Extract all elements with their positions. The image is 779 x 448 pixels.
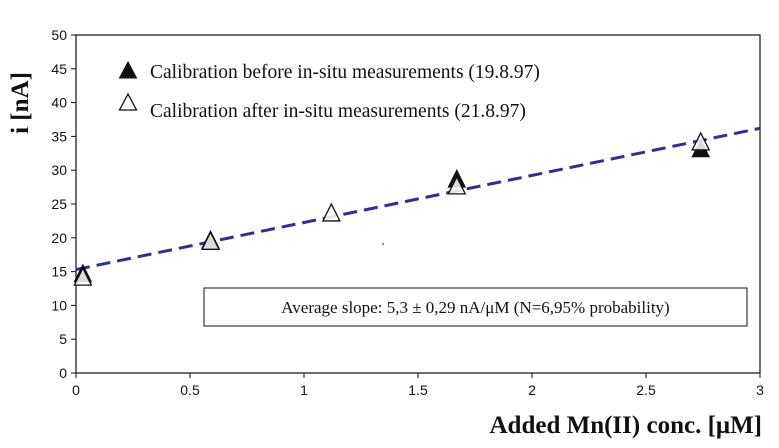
- data-markers: [73, 131, 711, 286]
- y-tick-label: 10: [51, 297, 67, 313]
- y-tick-label: 20: [51, 230, 67, 246]
- annotation-box: [203, 287, 748, 327]
- y-tick-label: 0: [59, 365, 67, 381]
- data-point-open-triangle: [200, 230, 221, 250]
- x-tick-label: 2: [528, 382, 536, 398]
- y-axis-label: i [nA]: [7, 72, 34, 134]
- legend: Calibration before in-situ measurements …: [118, 60, 540, 122]
- y-tick-label: 50: [51, 27, 67, 43]
- legend-label-after: Calibration after in-situ measurements (…: [150, 101, 526, 122]
- y-tick-label: 35: [51, 128, 67, 144]
- x-tick-label: 1: [300, 382, 308, 398]
- x-tick-label: 3: [756, 382, 764, 398]
- y-tick-label: 15: [51, 264, 67, 280]
- y-tick-label: 25: [51, 196, 67, 212]
- stray-dot: [382, 243, 384, 245]
- fit-line: [75, 126, 761, 272]
- data-point-open-triangle: [73, 266, 93, 286]
- data-point-open-triangle: [691, 131, 711, 151]
- y-tick-label: 40: [51, 95, 67, 111]
- x-tick-label: 2.5: [636, 382, 656, 398]
- legend-label-before: Calibration before in-situ measurements …: [150, 62, 540, 83]
- annotation-text: Average slope: 5,3 ± 0,29 nA/μM (N=6,95%…: [281, 298, 669, 317]
- legend-marker-filled-triangle: [118, 60, 138, 79]
- x-tick-label: 1.5: [408, 382, 428, 398]
- y-tick-label: 30: [51, 162, 67, 178]
- x-axis-label: Added Mn(II) conc. [μM]: [490, 412, 763, 439]
- y-tick-label: 5: [59, 331, 67, 347]
- data-point-open-triangle: [321, 202, 341, 222]
- legend-marker-open-triangle: [118, 92, 138, 111]
- x-tick-label: 0: [72, 382, 80, 398]
- x-axis-ticks: 0 0.5 1 1.5 2 2.5 3: [72, 373, 764, 398]
- y-axis-ticks: 0 5 10 15 20 25 30 35 40 45 50: [51, 27, 76, 381]
- y-tick-label: 45: [51, 61, 67, 77]
- x-tick-label: 0.5: [180, 382, 200, 398]
- data-point-open-triangle: [447, 175, 467, 195]
